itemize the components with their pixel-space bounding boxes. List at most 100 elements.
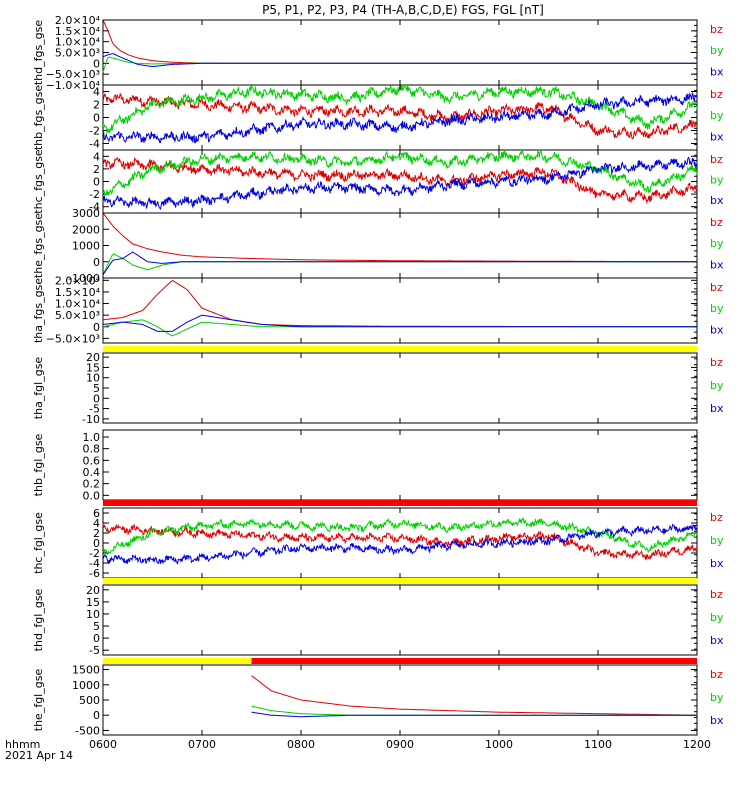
legend-bz: bz [710, 23, 723, 36]
y-tick-label: 1.5×10⁴ [55, 286, 101, 299]
y-tick-label: 10 [86, 608, 100, 621]
y-axis-label: thd_fgs_gse [32, 20, 45, 86]
y-tick-label: -500 [75, 724, 100, 737]
series-line-bz [102, 156, 698, 205]
y-tick-label: 0.8 [83, 443, 101, 456]
y-tick-label: 10 [86, 372, 100, 385]
panel-7: 1.00.80.60.40.20.0 thb_fgl_gse [32, 429, 698, 502]
y-axis-label: tha_fgl_gse [32, 357, 45, 420]
legend-bx: bx [710, 65, 724, 78]
y-tick-label: 1.0×10⁴ [55, 36, 101, 49]
y-axis-label: thc_fgs_gse [32, 149, 45, 214]
series-line-bx [102, 91, 698, 144]
legend-by: by [710, 534, 724, 547]
legend-bx: bx [710, 130, 724, 143]
legend-by: by [710, 691, 724, 704]
y-tick-label: 15 [86, 596, 100, 609]
legend-bz: bz [710, 153, 723, 166]
y-tick-label: 0 [93, 632, 100, 645]
series-line-by [102, 84, 698, 134]
y-tick-label: 1.0×10⁴ [55, 298, 101, 311]
legend-by: by [710, 109, 724, 122]
y-tick-label: 1.0 [83, 431, 101, 444]
series-line-bx [251, 711, 697, 718]
series-line-bz [102, 212, 698, 263]
y-tick-label: −5.0×10³ [46, 68, 100, 81]
y-tick-label: 0 [93, 392, 100, 405]
legend-bz: bz [710, 511, 723, 524]
y-tick-label: 4 [93, 517, 100, 530]
y-tick-label: -6 [89, 567, 100, 580]
y-tick-label: 0 [93, 112, 100, 125]
y-tick-label: 0 [93, 57, 100, 70]
y-tick-label: 0.6 [83, 454, 101, 467]
y-tick-label: -2 [89, 125, 100, 138]
y-tick-label: 20 [86, 584, 100, 597]
y-tick-label: 0.4 [83, 466, 101, 479]
y-tick-label: 15 [86, 361, 100, 374]
x-tick-label: 1200 [683, 738, 711, 751]
legend-bz: bz [710, 216, 723, 229]
panel-frame [102, 277, 698, 344]
y-tick-label: -4 [89, 201, 100, 214]
panel-frame [102, 19, 698, 86]
x-tick-label: 0700 [188, 738, 216, 751]
legend-bz: bz [710, 668, 723, 681]
y-axis-label: thb_fgs_gse [32, 85, 45, 151]
y-tick-label: 2.0×10⁴ [55, 14, 101, 27]
legend-bx: bx [710, 714, 724, 727]
y-tick-label: 0 [93, 321, 100, 334]
panel-frame [102, 664, 698, 736]
legend-by: by [710, 302, 724, 315]
x-tick-label: 1000 [485, 738, 513, 751]
y-tick-label: 5.0×10³ [55, 309, 100, 322]
legend-bx: bx [710, 323, 724, 336]
y-tick-label: 4 [93, 86, 100, 99]
legend-bz: bz [710, 356, 723, 369]
status-bar-red [103, 500, 697, 506]
legend-bx: bx [710, 402, 724, 415]
status-bar-yellow [103, 658, 252, 664]
x-tick-label: 0800 [287, 738, 315, 751]
panel-2: 420-2-4 thb_fgs_gse bz by bx [32, 84, 724, 151]
y-tick-label: -4 [89, 557, 100, 570]
panels-group: 2.0×10⁴1.5×10⁴1.0×10⁴5.0×10³0−5.0×10³−1.… [32, 14, 724, 737]
legend-bx: bx [710, 258, 724, 271]
series-line-by [102, 319, 697, 337]
legend-by: by [710, 611, 724, 624]
panel-frame [102, 584, 698, 656]
y-tick-label: 0.2 [83, 478, 101, 491]
y-axis-label: thd_fgl_gse [32, 588, 45, 651]
legend-bx: bx [710, 634, 724, 647]
y-tick-label: 5 [93, 382, 100, 395]
time-axis: 0600 0700 0800 0900 1000 1100 1200 [89, 738, 711, 751]
panel-frame [102, 507, 698, 579]
series-line-bx [102, 314, 697, 332]
y-tick-label: 2 [93, 527, 100, 540]
legend-by: by [710, 173, 724, 186]
panel-1: 2.0×10⁴1.5×10⁴1.0×10⁴5.0×10³0−5.0×10³−1.… [32, 14, 724, 92]
y-tick-label: 1000 [72, 240, 100, 253]
x-tick-label: 1100 [584, 738, 612, 751]
status-bar-red [251, 658, 697, 664]
y-tick-label: −5.0×10³ [46, 332, 100, 345]
series-line-bx [102, 53, 697, 67]
panel-frame [102, 429, 698, 501]
y-tick-label: -4 [89, 138, 100, 151]
series-line-by [102, 56, 697, 73]
panel-5: 2.0×10⁴1.5×10⁴1.0×10⁴5.0×10³0−5.0×10³tha… [32, 274, 724, 345]
y-tick-label: 2 [93, 99, 100, 112]
y-tick-label: 5 [93, 620, 100, 633]
series-line-bz [251, 675, 697, 716]
y-tick-label: 4 [93, 150, 100, 163]
y-tick-label: 0.0 [83, 489, 101, 502]
y-tick-label: 20 [86, 351, 100, 364]
y-tick-label: 1500 [72, 664, 100, 677]
legend-bx: bx [710, 194, 724, 207]
y-tick-label: 6 [93, 507, 100, 520]
